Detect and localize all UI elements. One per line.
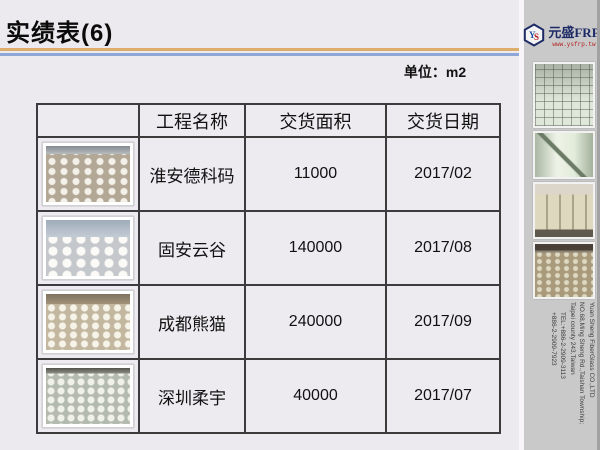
- slide-main-area: 实绩表(6) 单位：m2 工程名称 交货面积 交货日期 淮安德科码 11000 …: [0, 20, 524, 434]
- page-title: 实绩表(6): [6, 20, 114, 47]
- performance-table: 工程名称 交货面积 交货日期 淮安德科码 11000 2017/02 固安云谷 …: [36, 103, 501, 434]
- frp-plant-interior-photo: [533, 242, 595, 299]
- company-name: Yuan Sheng FiberGlass CO.,LTD: [588, 302, 595, 398]
- company-phone2: +886-2-2909-7923: [550, 312, 557, 366]
- frp-storage-tanks-photo: [533, 182, 595, 239]
- project-name: 淮安德科码: [138, 136, 246, 212]
- title-divider-orange: [0, 48, 524, 51]
- company-logo: Y S 元盛FRP www.ysfrp.tw: [524, 13, 600, 57]
- unit-label: 单位：m2: [403, 64, 467, 80]
- table-row: 深圳柔宇 40000 2017/07: [36, 358, 501, 434]
- company-phone1: TEL:+886-2-2909-3113: [559, 312, 567, 379]
- delivery-area-value: 11000: [244, 136, 387, 212]
- delivery-date-value: 2017/07: [385, 358, 501, 434]
- company-contact-block: Yuan Sheng FiberGlass CO.,LTD NO.68,Ming…: [548, 302, 596, 444]
- delivery-date-value: 2017/09: [385, 284, 501, 360]
- header-delivery-date: 交货日期: [385, 103, 501, 138]
- delivery-area-value: 240000: [244, 284, 387, 360]
- delivery-area-value: 40000: [244, 358, 387, 434]
- project-name: 固安云谷: [138, 210, 246, 286]
- project-name: 成都熊猫: [138, 284, 246, 360]
- project-name: 深圳柔宇: [138, 358, 246, 434]
- header-project-name: 工程名称: [138, 103, 246, 138]
- frp-pipe-field-construction-photo: [46, 146, 130, 202]
- brand-website: www.ysfrp.tw: [552, 41, 596, 48]
- header-photo: [36, 103, 140, 138]
- frp-ceiling-grid-photo: [533, 62, 595, 128]
- brand-sidebar: Y S 元盛FRP www.ysfrp.tw Yuan Sheng FiberG…: [524, 0, 600, 450]
- brand-name: 元盛FRP: [548, 25, 600, 40]
- frp-pipe-field-site-photo: [46, 294, 130, 350]
- svg-text:Y: Y: [529, 30, 536, 40]
- company-address-line1: NO.68,Ming Sheng Rd.,Taishan Township;: [578, 302, 586, 425]
- frp-pipe-field-cranes-photo: [46, 220, 130, 276]
- company-address-line2: Taipei county 243,Taiwan: [569, 302, 576, 375]
- project-photo-frame: [42, 364, 134, 428]
- delivery-area-value: 140000: [244, 210, 387, 286]
- title-divider-blue: [0, 53, 524, 56]
- svg-text:S: S: [534, 32, 539, 42]
- frp-pipe-field-dense-photo: [46, 368, 130, 424]
- header-delivery-area: 交货面积: [244, 103, 387, 138]
- frp-tank-closeup-photo: [533, 131, 595, 179]
- sidebar-right-edge: [597, 0, 600, 450]
- table-row: 固安云谷 140000 2017/08: [36, 210, 501, 286]
- table-header-row: 工程名称 交货面积 交货日期: [36, 103, 501, 138]
- delivery-date-value: 2017/02: [385, 136, 501, 212]
- delivery-date-value: 2017/08: [385, 210, 501, 286]
- project-photo-frame: [42, 290, 134, 354]
- ys-hexagon-icon: Y S: [524, 23, 545, 47]
- slide-sidebar-gutter: [519, 0, 524, 450]
- table-row: 淮安德科码 11000 2017/02: [36, 136, 501, 212]
- project-photo-frame: [42, 216, 134, 280]
- table-row: 成都熊猫 240000 2017/09: [36, 284, 501, 360]
- project-photo-frame: [42, 142, 134, 206]
